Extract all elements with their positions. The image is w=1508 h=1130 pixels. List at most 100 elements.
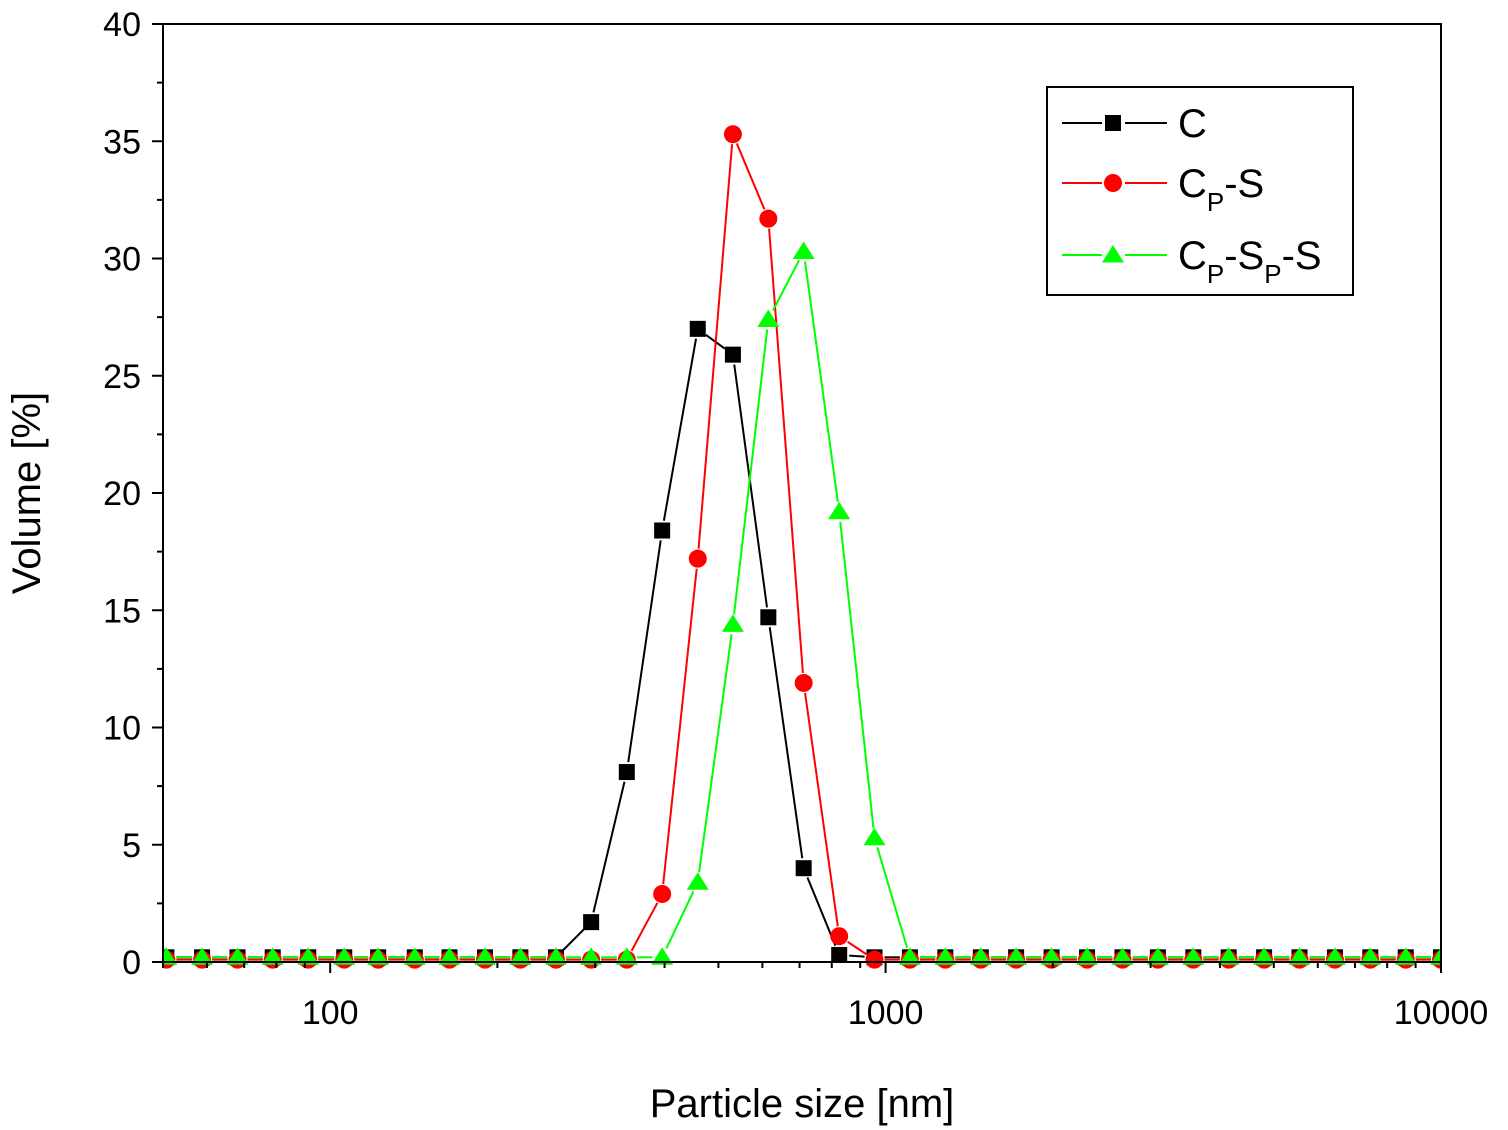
- x-tick-label: 100: [302, 994, 359, 1032]
- marker-triangle: [828, 501, 851, 520]
- series-line-segment: [630, 902, 659, 952]
- marker-triangle: [438, 947, 461, 965]
- marker-circle: [865, 950, 884, 969]
- marker-circle: [794, 673, 813, 692]
- series-line-segment: [876, 847, 909, 949]
- marker-triangle: [261, 947, 284, 965]
- legend-text-part: C: [1178, 162, 1207, 206]
- marker-triangle: [1182, 947, 1205, 965]
- series-line-segment: [698, 634, 733, 873]
- marker-triangle: [757, 309, 780, 327]
- marker-square: [1105, 115, 1121, 131]
- marker-triangle: [1102, 245, 1124, 263]
- marker-square: [689, 320, 706, 337]
- marker-circle: [723, 125, 742, 144]
- marker-triangle: [1430, 947, 1441, 965]
- series-line-segment: [662, 338, 698, 521]
- marker-triangle: [1394, 947, 1417, 965]
- marker-triangle: [509, 947, 532, 965]
- y-tick-label: 20: [103, 475, 141, 513]
- marker-triangle: [367, 947, 390, 965]
- y-tick-label: 40: [103, 6, 141, 44]
- series-line-segment: [846, 940, 867, 955]
- series-line-segment: [733, 329, 769, 615]
- marker-triangle: [226, 947, 249, 965]
- marker-triangle: [651, 947, 674, 965]
- marker-square: [760, 609, 777, 626]
- series-line-segment: [849, 954, 865, 958]
- series-line-segment: [804, 261, 839, 502]
- series-CP-SP-S: [163, 241, 1441, 965]
- series-line-segment: [562, 928, 585, 951]
- marker-triangle: [792, 241, 815, 259]
- legend-box: [1046, 86, 1354, 296]
- legend-subscript: P: [1207, 259, 1224, 289]
- legend-label-CP-SP-S: CP-SP-S: [1178, 234, 1322, 289]
- legend-subscript: P: [1264, 259, 1281, 289]
- marker-triangle: [1005, 947, 1028, 965]
- legend-label-CP-S: CP-S: [1178, 162, 1264, 217]
- series-line-segment: [665, 890, 695, 949]
- marker-triangle: [1076, 947, 1099, 965]
- legend-label-C: C: [1178, 102, 1207, 146]
- legend-text-part: C: [1178, 102, 1207, 146]
- x-tick-label: 10000: [1394, 994, 1489, 1032]
- legend-text-part: -S: [1282, 234, 1322, 278]
- x-tick-label: 1000: [848, 994, 924, 1032]
- marker-triangle: [1288, 947, 1311, 965]
- marker-circle: [1104, 174, 1122, 192]
- legend-text-part: C: [1178, 234, 1207, 278]
- series-line-segment: [662, 568, 698, 885]
- marker-square: [583, 914, 600, 931]
- marker-triangle: [580, 947, 603, 965]
- y-tick-label: 10: [103, 710, 141, 748]
- series-line-segment: [839, 521, 875, 828]
- marker-square: [831, 946, 848, 963]
- legend: CCP-SCP-SP-S: [1046, 86, 1354, 296]
- marker-triangle: [863, 827, 886, 846]
- marker-triangle: [163, 947, 178, 965]
- series-line-segment: [768, 627, 804, 859]
- marker-triangle: [721, 614, 744, 632]
- marker-triangle: [898, 947, 921, 965]
- x-axis-label: Particle size [nm]: [650, 1082, 955, 1126]
- marker-square: [654, 522, 671, 539]
- marker-triangle: [934, 947, 957, 965]
- series-line-segment: [772, 259, 800, 312]
- series-line-segment: [592, 781, 626, 913]
- marker-triangle: [1323, 947, 1346, 965]
- marker-triangle: [1359, 947, 1382, 965]
- legend-text-part: -S: [1224, 234, 1264, 278]
- marker-circle: [830, 927, 849, 946]
- y-tick-label: 5: [122, 827, 141, 865]
- y-tick-label: 25: [103, 358, 141, 396]
- series-line-segment: [768, 228, 804, 674]
- marker-square: [618, 764, 635, 781]
- series-line-segment: [627, 540, 662, 763]
- y-axis-label: Volume [%]: [5, 392, 49, 594]
- marker-triangle: [191, 947, 214, 965]
- marker-circle: [653, 884, 672, 903]
- marker-square: [795, 860, 812, 877]
- marker-triangle: [686, 872, 709, 890]
- marker-triangle: [969, 947, 992, 965]
- series-C: [163, 320, 1441, 966]
- marker-triangle: [615, 947, 638, 965]
- y-tick-label: 30: [103, 241, 141, 279]
- marker-square: [724, 346, 741, 363]
- series-line-segment: [804, 692, 839, 927]
- ticks-layer: 0 5 10 15 20 25 30 35 40 100 1000 10000: [103, 6, 1488, 1032]
- marker-triangle: [333, 947, 356, 965]
- marker-triangle: [1253, 947, 1276, 965]
- marker-triangle: [297, 947, 320, 965]
- series-line-segment: [733, 364, 768, 608]
- marker-triangle: [403, 947, 426, 965]
- series-line-segment: [735, 143, 766, 210]
- marker-circle: [688, 549, 707, 568]
- marker-triangle: [1217, 947, 1240, 965]
- legend-subscript: P: [1207, 187, 1224, 217]
- marker-triangle: [1040, 947, 1063, 965]
- y-tick-label: 15: [103, 592, 141, 630]
